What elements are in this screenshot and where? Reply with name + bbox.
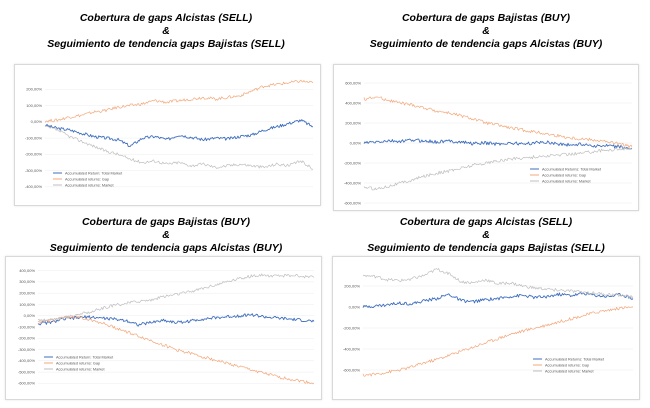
panel-2-title: Cobertura de gaps Bajistas (BUY) & Segui… xyxy=(336,12,636,51)
chart-2-series-3-line xyxy=(363,147,633,191)
panel-4-title-amp: & xyxy=(482,229,490,241)
chart-4-y-tick-label: -400,00% xyxy=(343,346,361,351)
panel-1-title-amp: & xyxy=(162,25,170,37)
panel-1-title-line1: Cobertura de gaps Alcistas (SELL) xyxy=(79,12,253,24)
chart-3-y-tick-label: -600,00% xyxy=(18,381,36,386)
panel-2-title-amp: & xyxy=(482,25,490,37)
chart-3-y-tick-label: -300,00% xyxy=(18,347,36,352)
chart-4-legend-label-1: Accumulated Returns: Total Market xyxy=(545,357,605,361)
chart-3-y-tick-label: -400,00% xyxy=(18,358,36,363)
panel-3-title-line1: Cobertura de gaps Bajistas (BUY) xyxy=(81,216,251,228)
chart-1-series-2-line xyxy=(44,79,314,123)
panel-4-title-line1: Cobertura de gaps Alcistas (SELL) xyxy=(399,216,573,228)
chart-3-y-tick-label: 100,00% xyxy=(19,302,35,307)
chart-3-y-tick-label: -500,00% xyxy=(18,369,36,374)
chart-1-series-1-line xyxy=(44,119,314,147)
panel-4-title-line2: Seguimiento de tendencia gaps Bajistas (… xyxy=(367,242,605,254)
chart-4-series-3-line xyxy=(362,268,634,299)
chart-3-series-3-line xyxy=(37,273,315,322)
panel-3-title-amp: & xyxy=(162,229,170,241)
chart-3-legend-label-1: Accumulated Return: Total Market xyxy=(56,355,114,359)
chart-4-series-1-line xyxy=(362,291,634,309)
chart-4-legend-label-3: Accumulated returns: Market xyxy=(545,369,594,373)
chart-2-y-tick-label: -200,00% xyxy=(344,160,362,165)
chart-2-legend-label-1: Accumulated Returns: Total Market xyxy=(542,167,602,171)
chart-panel-1: -400,00% -300,00% -200,00% -100,00% 0,00% 100… xyxy=(14,64,321,206)
chart-panel-2: -600,00% -400,00% -200,00% 0,00% 200,00% 400,… xyxy=(333,64,639,211)
panel-4-title: Cobertura de gaps Alcistas (SELL) & Segu… xyxy=(336,216,636,255)
chart-4-y-tick-label: 200,00% xyxy=(344,283,360,288)
chart-1-legend-label-3: Accumulated returns: Market xyxy=(65,183,114,187)
chart-2-series-2-line xyxy=(363,96,633,148)
chart-2-legend-label-2: Accumulated returns: Gap xyxy=(542,173,586,177)
chart-3-y-tick-label: 200,00% xyxy=(19,290,35,295)
chart-1-y-tick-label: -400,00% xyxy=(25,184,43,189)
chart-4-y-tick-label: -200,00% xyxy=(343,325,361,330)
chart-4-y-tick-label: 0,00% xyxy=(349,304,361,309)
chart-2-svg: -600,00% -400,00% -200,00% 0,00% 200,00% 400,… xyxy=(344,80,633,205)
chart-1-y-tick-label: -300,00% xyxy=(25,168,43,173)
chart-panel-3: -600,00% -500,00% -400,00% -300,00% -200,00%… xyxy=(5,256,322,400)
chart-3-legend-label-3: Accumulated returns: Market xyxy=(56,367,105,371)
chart-2-y-tick-label: 600,00% xyxy=(345,80,361,85)
chart-4-svg: -600,00% -400,00% -200,00% 0,00% 200,00% Accu… xyxy=(343,268,634,377)
chart-3-series-1-line xyxy=(37,313,315,327)
chart-2-y-tick-label: 0,00% xyxy=(350,140,362,145)
chart-1-legend-label-2: Accumulated returns: Gap xyxy=(65,177,109,181)
chart-3-y-tick-label: 400,00% xyxy=(19,268,35,273)
chart-panel-4: -600,00% -400,00% -200,00% 0,00% 200,00% Accu… xyxy=(332,256,640,400)
chart-1-y-tick-label: -100,00% xyxy=(25,135,43,140)
chart-2-y-tick-label: 400,00% xyxy=(345,100,361,105)
chart-4-series-2-line xyxy=(362,306,634,377)
panel-1-title: Cobertura de gaps Alcistas (SELL) & Segu… xyxy=(16,12,316,51)
chart-2-y-tick-label: -400,00% xyxy=(344,180,362,185)
chart-4-y-tick-label: -600,00% xyxy=(343,367,361,372)
chart-3-y-tick-label: 300,00% xyxy=(19,279,35,284)
chart-1-y-tick-label: 0,00% xyxy=(31,119,43,124)
chart-1-y-tick-label: -200,00% xyxy=(25,152,43,157)
chart-3-svg: -600,00% -500,00% -400,00% -300,00% -200,00%… xyxy=(18,268,315,386)
chart-3-y-tick-label: 0,00% xyxy=(24,313,36,318)
chart-3-legend-label-2: Accumulated returns: Gap xyxy=(56,361,100,365)
panel-3-title-line2: Seguimiento de tendencia gaps Alcistas (… xyxy=(49,242,283,254)
chart-2-series-1-line xyxy=(363,138,633,150)
chart-3-y-tick-label: -200,00% xyxy=(18,336,36,341)
chart-1-series-3-line xyxy=(44,125,314,170)
chart-1-y-tick-label: 200,00% xyxy=(26,87,42,92)
panel-2-title-line2: Seguimiento de tendencia gaps Alcistas (… xyxy=(369,38,603,50)
chart-2-legend-label-3: Accumulated returns: Market xyxy=(542,179,591,183)
chart-2-y-tick-label: -600,00% xyxy=(344,200,362,205)
panel-3-title: Cobertura de gaps Bajistas (BUY) & Segui… xyxy=(16,216,316,255)
chart-3-y-tick-label: -100,00% xyxy=(18,324,36,329)
panel-1-title-line2: Seguimiento de tendencia gaps Bajistas (… xyxy=(47,38,285,50)
chart-1-y-tick-label: 100,00% xyxy=(26,103,42,108)
chart-1-legend-label-1: Accumulated Return: Total Market xyxy=(65,171,123,175)
chart-1-svg: -400,00% -300,00% -200,00% -100,00% 0,00% 100… xyxy=(25,79,314,189)
chart-4-legend-label-2: Accumulated returns: Gap xyxy=(545,363,589,367)
chart-3-series-2-line xyxy=(37,315,315,385)
chart-2-y-tick-label: 200,00% xyxy=(345,120,361,125)
panel-2-title-line1: Cobertura de gaps Bajistas (BUY) xyxy=(401,12,571,24)
